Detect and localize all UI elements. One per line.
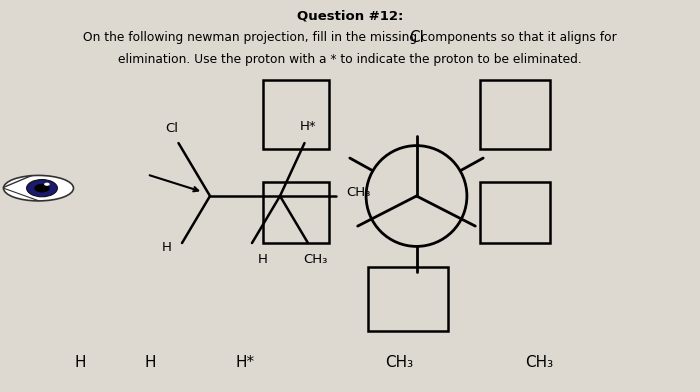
Text: On the following newman projection, fill in the missing components so that it al: On the following newman projection, fill… bbox=[83, 31, 617, 44]
Circle shape bbox=[34, 184, 50, 192]
Text: H*: H* bbox=[300, 120, 316, 133]
Text: CH₃: CH₃ bbox=[346, 185, 371, 199]
Text: H*: H* bbox=[235, 355, 255, 370]
Text: CH₃: CH₃ bbox=[525, 355, 553, 370]
Text: H: H bbox=[162, 241, 172, 254]
Text: elimination. Use the proton with a * to indicate the proton to be eliminated.: elimination. Use the proton with a * to … bbox=[118, 53, 582, 66]
Text: H: H bbox=[145, 355, 156, 370]
Text: H: H bbox=[75, 355, 86, 370]
Text: Cl: Cl bbox=[409, 30, 424, 45]
Text: Cl: Cl bbox=[165, 122, 178, 135]
Bar bbox=[368, 267, 448, 331]
Text: H: H bbox=[258, 253, 267, 266]
Bar bbox=[480, 80, 550, 149]
Text: CH₃: CH₃ bbox=[385, 355, 413, 370]
Ellipse shape bbox=[4, 176, 74, 201]
Bar bbox=[262, 80, 329, 149]
Circle shape bbox=[44, 183, 50, 186]
Bar bbox=[262, 182, 329, 243]
Bar bbox=[480, 182, 550, 243]
Circle shape bbox=[27, 180, 57, 197]
Text: Question #12:: Question #12: bbox=[297, 10, 403, 23]
Text: CH₃: CH₃ bbox=[303, 253, 327, 266]
